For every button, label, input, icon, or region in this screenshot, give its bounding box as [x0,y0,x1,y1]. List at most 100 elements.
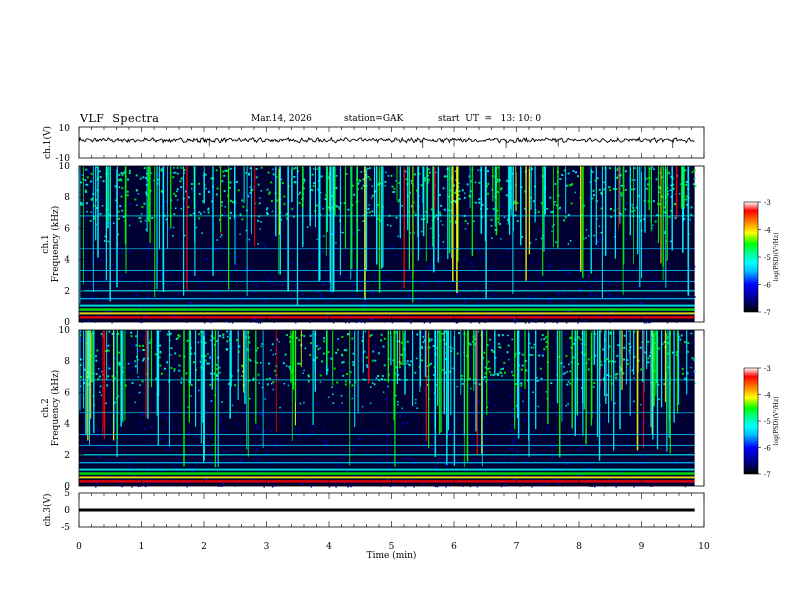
spec-noise [642,247,644,249]
spec-band [79,476,695,479]
spec-noise [432,374,435,376]
spec-noise [611,465,613,467]
spec-noise [167,227,169,229]
spec-noise [693,265,696,268]
spec-upper-noise [242,370,245,373]
spec-upper-noise [410,360,413,363]
spec-noise [340,369,343,372]
spec-noise [108,447,110,449]
spec-noise [268,421,271,423]
spec-noise [375,443,377,446]
spec-noise [531,485,533,488]
spec-upper-noise [502,367,504,370]
spec-upper-noise [532,346,535,349]
spec-noise [406,421,408,424]
spec-noise [387,385,389,388]
spec-noise [511,407,514,410]
spec-upper-noise [670,209,673,212]
spec-upper-noise [478,181,481,184]
spec-noise [386,441,388,444]
spec-noise [442,385,445,387]
spec-upper-noise [410,182,413,185]
spec-upper-noise [692,183,695,186]
spec-noise [147,306,150,308]
spec-noise [478,303,481,305]
spec-noise [488,401,490,403]
spec-noise [675,460,677,462]
spec-upper-noise [293,176,296,178]
spec-noise [421,198,423,200]
colorbar-tick-label: -5 [764,254,771,262]
spec-upper-noise [383,337,386,340]
spec-upper-noise [537,210,540,213]
spec-noise [165,201,168,203]
spec-noise [172,226,175,229]
spec-upper-noise [344,380,347,383]
spec-upper-noise [174,352,177,355]
spec-upper-noise [160,372,163,375]
spec-noise [460,410,462,412]
spec-noise [626,360,628,363]
spec-noise [275,282,277,285]
spec-upper-noise [158,356,161,359]
spec-noise [599,238,601,241]
spec-noise [355,394,357,397]
spec-noise [552,402,554,405]
spec-upper-noise [347,333,350,335]
spec-noise [418,183,420,186]
spec-noise [548,307,550,309]
spec-noise [225,451,227,453]
spec-upper-noise [609,189,612,192]
spec-noise [201,232,203,234]
spec-upper-noise [222,170,225,173]
spec-noise [129,219,131,221]
spec-noise [385,398,387,401]
spec-upper-noise [500,372,503,375]
spec-noise [536,376,538,379]
spec-noise [668,195,671,198]
spec-noise [261,479,263,481]
spec-noise [547,427,549,430]
spec-upper-noise [687,342,690,344]
colorbar-tick-label: -3 [764,365,771,373]
spec-noise [372,314,375,316]
spec-noise [221,234,223,236]
spec-upper-noise [532,200,535,203]
spec-noise [214,394,216,397]
spec-noise [577,460,579,462]
spec-noise [557,478,560,480]
spec-noise [316,238,318,241]
spec-noise [320,440,322,442]
spec-upper-noise [241,199,244,202]
spec-noise [634,179,636,181]
spec-noise [422,334,425,336]
spec-noise [328,214,330,217]
spec-noise [120,246,122,248]
spec-noise [509,314,512,317]
spec-noise [128,250,131,253]
spec-upper-noise [80,358,82,361]
spec-noise [423,322,426,324]
spec-noise [498,346,500,348]
spec-noise [478,322,481,324]
spec-upper-noise [445,175,448,178]
spec-noise [508,358,510,361]
spec-noise [408,454,410,457]
spec-noise [323,429,326,431]
spec-noise [620,194,623,197]
spec-upper-noise [488,367,491,370]
spec-noise [532,319,534,322]
spec-upper-noise [454,220,457,223]
spec-noise [107,293,109,296]
spec-upper-noise [160,168,163,171]
spec-noise [517,451,519,453]
spec-upper-noise [352,361,355,364]
spec-noise [378,348,380,351]
spec-upper-noise [420,218,423,221]
spec-upper-noise [135,335,138,338]
spec-upper-noise [143,357,145,360]
spec-upper-noise [114,185,117,188]
spec-noise [366,453,369,455]
spec-noise [101,205,104,207]
spec-noise [137,376,140,378]
